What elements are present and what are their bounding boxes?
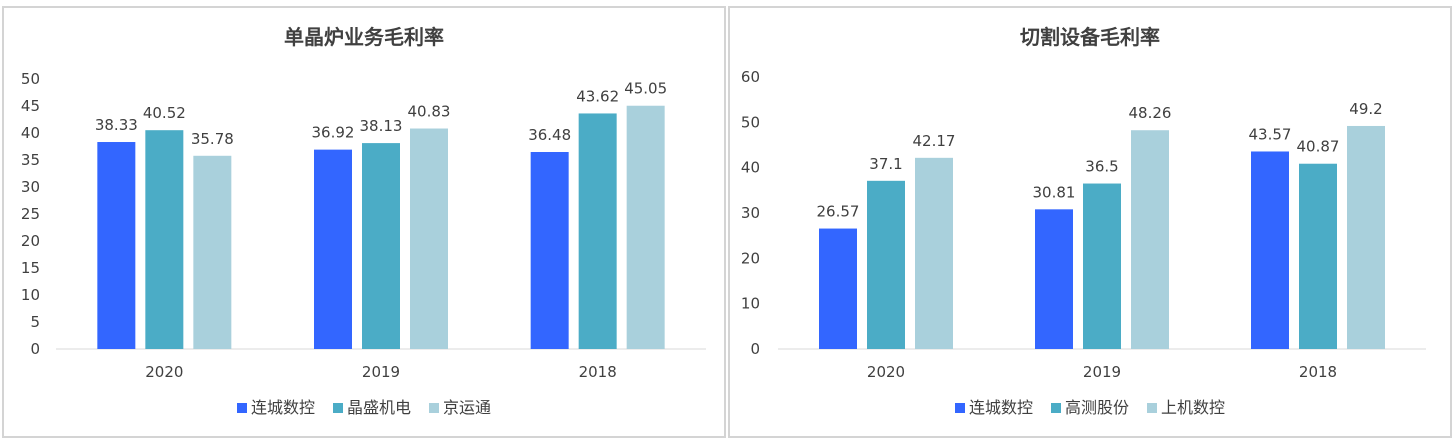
legend-label: 京运通 (443, 398, 491, 417)
legend-swatch (333, 403, 343, 413)
bar (1251, 151, 1289, 349)
data-label: 35.78 (191, 130, 234, 148)
data-label: 40.83 (408, 103, 451, 121)
data-label: 45.05 (624, 80, 667, 98)
bar (1131, 130, 1169, 349)
chart-title: 单晶炉业务毛利率 (284, 25, 444, 49)
bar (314, 149, 352, 349)
legend-swatch (429, 403, 439, 413)
legend-label: 晶盛机电 (347, 398, 411, 417)
bar (819, 228, 857, 349)
chart-panel-gross-margin-crystal-furnace: 单晶炉业务毛利率 0 5 10 15 20 25 30 35 40 45 50 38.33 40.52 35… (2, 6, 726, 438)
y-tick-label: 0 (30, 340, 40, 358)
x-tick-label: 2018 (579, 363, 617, 381)
legend-swatch (955, 403, 965, 413)
bar (362, 143, 400, 349)
data-label: 36.5 (1085, 158, 1118, 176)
x-tick-label: 2018 (1299, 363, 1337, 381)
legend-swatch (237, 403, 247, 413)
data-label: 49.2 (1349, 100, 1382, 118)
x-tick-label: 2019 (362, 363, 400, 381)
bar (193, 155, 232, 349)
x-tick-label: 2020 (867, 363, 905, 381)
y-tick-label: 25 (21, 205, 40, 223)
y-tick-label: 10 (741, 295, 760, 313)
legend-label: 上机数控 (1161, 398, 1225, 417)
bar (915, 157, 953, 349)
bar (410, 128, 448, 349)
chart-svg: 切割设备毛利率 0 10 20 30 40 50 60 26.57 37.1 42.17 2020 30… (741, 25, 1426, 417)
y-tick-label: 5 (30, 313, 40, 331)
data-label: 43.57 (1249, 125, 1292, 143)
y-tick-label: 40 (741, 159, 760, 177)
y-tick-label: 35 (21, 151, 40, 169)
bar (1347, 125, 1385, 350)
chart-title: 切割设备毛利率 (1020, 25, 1160, 49)
data-label: 30.81 (1033, 183, 1076, 201)
bar (626, 105, 665, 349)
data-label: 37.1 (869, 155, 902, 173)
chart-panel-gross-margin-cutting-equipment: 切割设备毛利率 0 10 20 30 40 50 60 26.57 37.1 42.17 2020 30… (728, 6, 1452, 438)
x-tick-label: 2020 (145, 363, 183, 381)
legend-label: 高测股份 (1065, 398, 1129, 417)
data-label: 42.17 (913, 132, 956, 150)
bar (1299, 163, 1337, 349)
legend-label: 连城数控 (251, 398, 315, 417)
bar (530, 152, 569, 349)
data-label: 48.26 (1129, 104, 1172, 122)
x-tick-label: 2019 (1083, 363, 1121, 381)
legend-label: 连城数控 (969, 398, 1033, 417)
y-tick-label: 50 (21, 70, 40, 88)
chart-svg: 单晶炉业务毛利率 0 5 10 15 20 25 30 35 40 45 50 38.33 40.52 35… (21, 25, 706, 417)
data-label: 40.87 (1297, 138, 1340, 156)
y-tick-label: 40 (21, 124, 40, 142)
bar (578, 113, 617, 350)
data-label: 36.48 (528, 126, 571, 144)
bar (145, 130, 184, 349)
y-tick-label: 10 (21, 286, 40, 304)
legend-swatch (1051, 403, 1061, 413)
y-tick-label: 60 (741, 68, 760, 86)
bar (1083, 183, 1121, 349)
y-tick-label: 45 (21, 97, 40, 115)
data-label: 38.33 (95, 116, 138, 134)
y-tick-label: 30 (741, 204, 760, 222)
y-tick-label: 50 (741, 113, 760, 131)
y-tick-label: 0 (750, 340, 760, 358)
y-tick-label: 15 (21, 259, 40, 277)
data-label: 43.62 (576, 87, 619, 105)
bar (97, 142, 136, 349)
bar (1035, 209, 1073, 349)
data-label: 40.52 (143, 104, 186, 122)
y-tick-label: 20 (21, 232, 40, 250)
y-tick-label: 20 (741, 249, 760, 267)
data-label: 38.13 (360, 117, 403, 135)
y-tick-label: 30 (21, 178, 40, 196)
data-label: 26.57 (817, 203, 860, 221)
bar (867, 180, 905, 349)
data-label: 36.92 (312, 124, 355, 142)
legend-swatch (1147, 403, 1157, 413)
